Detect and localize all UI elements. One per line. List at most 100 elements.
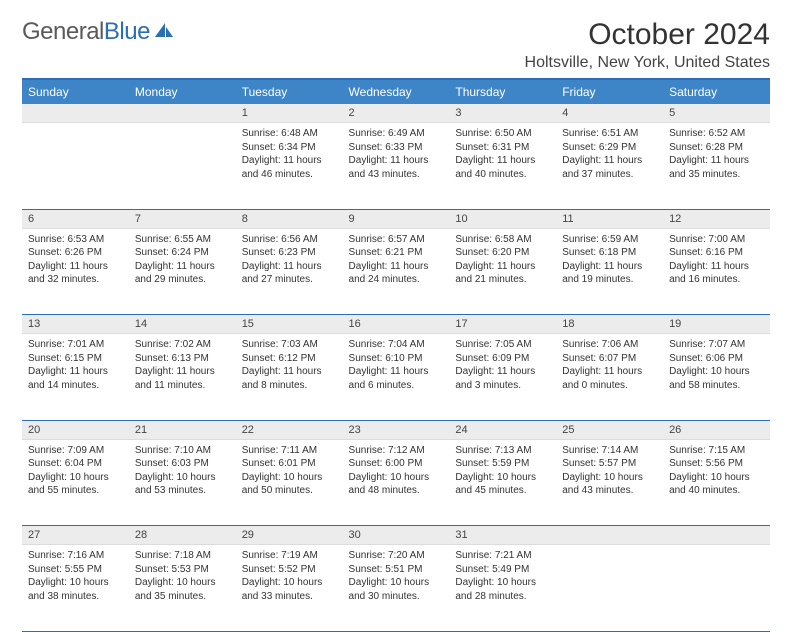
day-line: Sunset: 5:52 PM [242,563,337,577]
day-line: and 8 minutes. [242,379,337,393]
day-line: and 43 minutes. [562,484,657,498]
day-line: Daylight: 11 hours [135,365,230,379]
day-line: Sunrise: 6:51 AM [562,127,657,141]
day-details: Sunrise: 6:49 AMSunset: 6:33 PMDaylight:… [343,123,450,187]
day-header: Friday [556,79,663,104]
day-line: Sunset: 5:57 PM [562,457,657,471]
day-line: Daylight: 11 hours [135,260,230,274]
day-details: Sunrise: 6:52 AMSunset: 6:28 PMDaylight:… [663,123,770,187]
day-line: and 14 minutes. [28,379,123,393]
day-details: Sunrise: 7:06 AMSunset: 6:07 PMDaylight:… [556,334,663,398]
day-line: Sunset: 6:20 PM [455,246,550,260]
day-number: 2 [343,104,450,123]
day-line: and 0 minutes. [562,379,657,393]
day-line: and 30 minutes. [349,590,444,604]
day-line: Sunrise: 6:58 AM [455,233,550,247]
day-line: Daylight: 10 hours [135,576,230,590]
day-line: Sunset: 6:10 PM [349,352,444,366]
day-number: 11 [556,210,663,229]
day-number: 29 [236,526,343,545]
logo-sail-icon [153,21,175,39]
day-details: Sunrise: 6:48 AMSunset: 6:34 PMDaylight:… [236,123,343,187]
day-cell: Sunrise: 7:00 AMSunset: 6:16 PMDaylight:… [663,229,770,315]
day-line: Sunset: 6:33 PM [349,141,444,155]
day-line: and 28 minutes. [455,590,550,604]
day-line: Sunset: 6:34 PM [242,141,337,155]
day-details: Sunrise: 7:03 AMSunset: 6:12 PMDaylight:… [236,334,343,398]
day-header: Tuesday [236,79,343,104]
day-line: Daylight: 10 hours [28,471,123,485]
day-header-row: SundayMondayTuesdayWednesdayThursdayFrid… [22,79,770,104]
day-cell: Sunrise: 7:10 AMSunset: 6:03 PMDaylight:… [129,440,236,526]
day-cell: Sunrise: 6:57 AMSunset: 6:21 PMDaylight:… [343,229,450,315]
day-number: 9 [343,210,450,229]
day-header: Sunday [22,79,129,104]
day-number: 5 [663,104,770,123]
day-line: Sunset: 5:49 PM [455,563,550,577]
day-cell: Sunrise: 7:13 AMSunset: 5:59 PMDaylight:… [449,440,556,526]
logo-text-1: General [22,18,104,46]
day-number [129,104,236,123]
day-details: Sunrise: 7:01 AMSunset: 6:15 PMDaylight:… [22,334,129,398]
day-line: and 46 minutes. [242,168,337,182]
day-line: and 27 minutes. [242,273,337,287]
day-number: 22 [236,421,343,440]
week-content-row: Sunrise: 6:53 AMSunset: 6:26 PMDaylight:… [22,229,770,315]
day-line: Sunrise: 6:55 AM [135,233,230,247]
day-line: Daylight: 11 hours [28,365,123,379]
day-line: and 45 minutes. [455,484,550,498]
day-cell: Sunrise: 7:15 AMSunset: 5:56 PMDaylight:… [663,440,770,526]
week-content-row: Sunrise: 7:01 AMSunset: 6:15 PMDaylight:… [22,334,770,420]
day-number: 16 [343,315,450,334]
day-line: Sunrise: 7:18 AM [135,549,230,563]
day-cell: Sunrise: 6:48 AMSunset: 6:34 PMDaylight:… [236,123,343,209]
day-cell: Sunrise: 6:59 AMSunset: 6:18 PMDaylight:… [556,229,663,315]
day-line: Sunset: 6:00 PM [349,457,444,471]
day-line: Sunrise: 6:50 AM [455,127,550,141]
day-header: Saturday [663,79,770,104]
day-details: Sunrise: 7:13 AMSunset: 5:59 PMDaylight:… [449,440,556,504]
day-details: Sunrise: 7:04 AMSunset: 6:10 PMDaylight:… [343,334,450,398]
week-number-row: 2728293031 [22,526,770,546]
day-cell: Sunrise: 7:03 AMSunset: 6:12 PMDaylight:… [236,334,343,420]
day-line: Daylight: 10 hours [455,471,550,485]
day-line: Sunrise: 7:10 AM [135,444,230,458]
day-line: Daylight: 11 hours [669,154,764,168]
day-line: Sunset: 5:59 PM [455,457,550,471]
day-line: and 3 minutes. [455,379,550,393]
day-line: and 29 minutes. [135,273,230,287]
day-line: Sunrise: 6:53 AM [28,233,123,247]
day-line: Sunrise: 7:21 AM [455,549,550,563]
day-number: 30 [343,526,450,545]
day-number: 24 [449,421,556,440]
day-line: Sunrise: 7:07 AM [669,338,764,352]
day-line: Daylight: 10 hours [669,471,764,485]
week-number-row: 6789101112 [22,209,770,229]
day-details: Sunrise: 7:16 AMSunset: 5:55 PMDaylight:… [22,545,129,609]
day-line: Sunrise: 7:14 AM [562,444,657,458]
day-line: Sunset: 6:21 PM [349,246,444,260]
day-number: 19 [663,315,770,334]
day-line: and 55 minutes. [28,484,123,498]
day-line: and 50 minutes. [242,484,337,498]
day-cell: Sunrise: 6:50 AMSunset: 6:31 PMDaylight:… [449,123,556,209]
day-line: Sunset: 6:16 PM [669,246,764,260]
day-line: Sunrise: 7:09 AM [28,444,123,458]
day-cell [129,123,236,209]
day-cell: Sunrise: 6:58 AMSunset: 6:20 PMDaylight:… [449,229,556,315]
day-line: Sunset: 6:13 PM [135,352,230,366]
day-number: 25 [556,421,663,440]
day-line: Sunrise: 6:48 AM [242,127,337,141]
day-number: 27 [22,526,129,545]
day-line: Sunrise: 7:02 AM [135,338,230,352]
day-cell: Sunrise: 7:14 AMSunset: 5:57 PMDaylight:… [556,440,663,526]
day-details: Sunrise: 7:11 AMSunset: 6:01 PMDaylight:… [236,440,343,504]
day-details: Sunrise: 7:21 AMSunset: 5:49 PMDaylight:… [449,545,556,609]
week-content-row: Sunrise: 7:09 AMSunset: 6:04 PMDaylight:… [22,440,770,526]
day-line: Sunrise: 7:06 AM [562,338,657,352]
day-line: Daylight: 10 hours [562,471,657,485]
day-line: and 33 minutes. [242,590,337,604]
day-number: 21 [129,421,236,440]
day-line: Sunrise: 7:13 AM [455,444,550,458]
day-cell [556,545,663,631]
